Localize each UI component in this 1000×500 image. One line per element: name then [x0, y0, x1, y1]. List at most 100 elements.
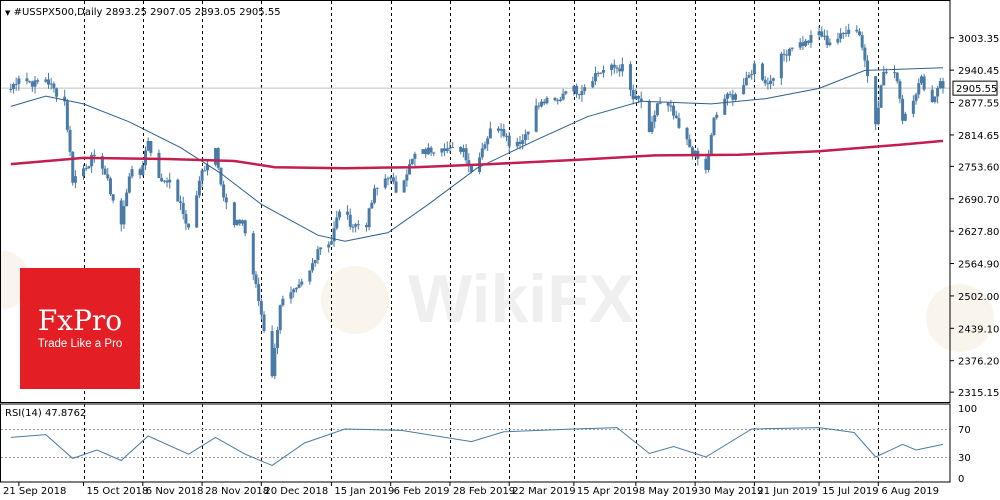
candle-body: [243, 220, 247, 234]
candle-body: [165, 180, 169, 183]
rsi-label: RSI(14) 47.8762: [5, 408, 86, 419]
candle-body: [917, 83, 921, 95]
candle-body: [65, 101, 69, 130]
candle-body: [470, 165, 473, 172]
candle-body: [822, 35, 826, 37]
candle-body: [176, 179, 180, 202]
candle-body: [240, 220, 244, 224]
candle-body: [612, 64, 616, 68]
candle-body: [238, 219, 242, 224]
candle-body: [564, 91, 568, 94]
candle-body: [179, 201, 183, 203]
candle-body: [769, 80, 773, 85]
rsi-tick-label: 30: [958, 453, 971, 464]
candle-body: [319, 247, 323, 250]
candle-body: [451, 147, 455, 149]
candle-body: [688, 139, 692, 148]
candle-body: [809, 35, 813, 43]
candle-body: [421, 149, 425, 154]
current-price-box: [952, 80, 998, 96]
y-tick-label: 2564.90: [958, 260, 999, 271]
candle-body: [526, 131, 530, 135]
candle-body: [496, 128, 500, 131]
candle-body: [87, 166, 91, 169]
rsi-series-line: [10, 427, 944, 466]
rsi-tick-label: 70: [958, 425, 971, 436]
candle-body: [914, 94, 918, 101]
candle-body: [583, 87, 587, 92]
candle-body: [219, 167, 223, 185]
candle-body: [502, 129, 506, 137]
candle-body: [367, 208, 371, 228]
candle-body: [68, 129, 72, 152]
fxpro-brand-name: FxPro: [37, 304, 123, 337]
candle-body: [782, 53, 786, 55]
candle-body: [375, 187, 379, 189]
x-tick-label: 21 Jun 2019: [757, 486, 817, 497]
candle-body: [232, 202, 236, 226]
candle-body: [389, 177, 393, 179]
candle-body: [523, 134, 527, 141]
candle-body: [709, 135, 713, 156]
candle-body: [71, 151, 75, 183]
candle-body: [278, 305, 282, 331]
candle-body: [820, 31, 824, 37]
candle-body: [723, 98, 727, 115]
candle-body: [348, 214, 352, 227]
candle-body: [346, 211, 350, 215]
candle-body: [637, 95, 641, 99]
candle-body: [704, 158, 708, 170]
candle-body: [828, 42, 832, 46]
candle-body: [270, 331, 274, 377]
candle-body: [628, 64, 632, 90]
candle-body: [580, 91, 584, 95]
candle-body: [866, 60, 870, 77]
y-tick-label: 2627.80: [958, 227, 999, 238]
candle-body: [734, 94, 738, 100]
candle-body: [895, 72, 899, 82]
candle-body: [55, 88, 59, 97]
candle-body: [63, 96, 67, 102]
candle-body: [553, 97, 557, 101]
x-tick-label: 15 Oct 2018: [87, 486, 149, 497]
candle-body: [162, 180, 166, 182]
candle-body: [893, 72, 897, 74]
main-frame: [0, 0, 951, 403]
candle-body: [752, 63, 756, 75]
candle-body: [930, 89, 934, 102]
chart-title: ▼ #USSPX500,Daily 2893.25 2907.05 2893.0…: [5, 7, 281, 18]
candle-body: [281, 298, 285, 306]
ma-fast-line: [10, 67, 944, 242]
candle-body: [572, 86, 576, 92]
candle-body: [36, 80, 40, 82]
candle-body: [801, 42, 805, 46]
x-tick-label: 15 Apr 2019: [577, 486, 639, 497]
candle-body: [480, 148, 484, 158]
candle-body: [184, 214, 188, 224]
candle-body: [785, 54, 789, 56]
candle-body: [747, 75, 751, 78]
candle-body: [610, 64, 614, 71]
candle-body: [329, 241, 333, 245]
y-tick-label: 3003.35: [958, 34, 999, 45]
candle-body: [138, 169, 142, 175]
candle-body: [130, 169, 134, 177]
candle-body: [677, 118, 681, 128]
candle-body: [876, 107, 880, 125]
candle-body: [426, 147, 430, 155]
candle-body: [424, 149, 428, 155]
candle-body: [200, 170, 204, 181]
candle-body: [222, 184, 226, 198]
x-tick-label: 6 Nov 2018: [146, 486, 204, 497]
candle-body: [214, 148, 218, 165]
candle-body: [620, 64, 624, 72]
candle-body: [203, 170, 207, 172]
candle-body: [693, 150, 697, 156]
candle-body: [254, 274, 258, 285]
candle-body: [9, 89, 13, 91]
candle-body: [373, 188, 377, 203]
candle-body: [364, 225, 368, 228]
candle-body: [440, 148, 444, 153]
candle-body: [146, 140, 150, 151]
